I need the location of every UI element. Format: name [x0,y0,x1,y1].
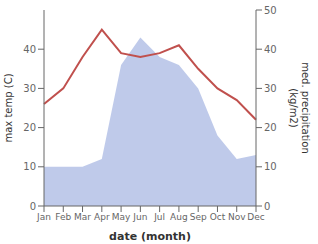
svg-text:Feb: Feb [55,212,71,222]
svg-text:Jan: Jan [36,212,51,222]
svg-text:40: 40 [23,44,36,55]
svg-text:10: 10 [264,161,277,172]
svg-text:May: May [112,212,131,222]
svg-text:Jul: Jul [153,212,165,222]
svg-text:20: 20 [264,122,277,133]
svg-text:med. precipitation(kg/m2): med. precipitation(kg/m2) [288,62,310,154]
svg-text:30: 30 [23,83,36,94]
svg-text:Jun: Jun [132,212,147,222]
svg-text:0: 0 [264,201,270,212]
svg-text:Sep: Sep [190,212,207,222]
svg-text:max temp (C): max temp (C) [8,73,14,142]
svg-text:Aug: Aug [170,212,188,222]
svg-text:Nov: Nov [228,212,246,222]
svg-text:20: 20 [23,122,36,133]
svg-text:40: 40 [264,44,277,55]
svg-text:Apr: Apr [94,212,110,222]
svg-text:0: 0 [30,201,36,212]
svg-text:date (month): date (month) [109,230,191,243]
svg-text:50: 50 [264,5,277,16]
svg-text:Dec: Dec [247,212,264,222]
svg-text:30: 30 [264,83,277,94]
svg-text:Mar: Mar [74,212,91,222]
svg-text:10: 10 [23,161,36,172]
svg-text:Oct: Oct [210,212,226,222]
